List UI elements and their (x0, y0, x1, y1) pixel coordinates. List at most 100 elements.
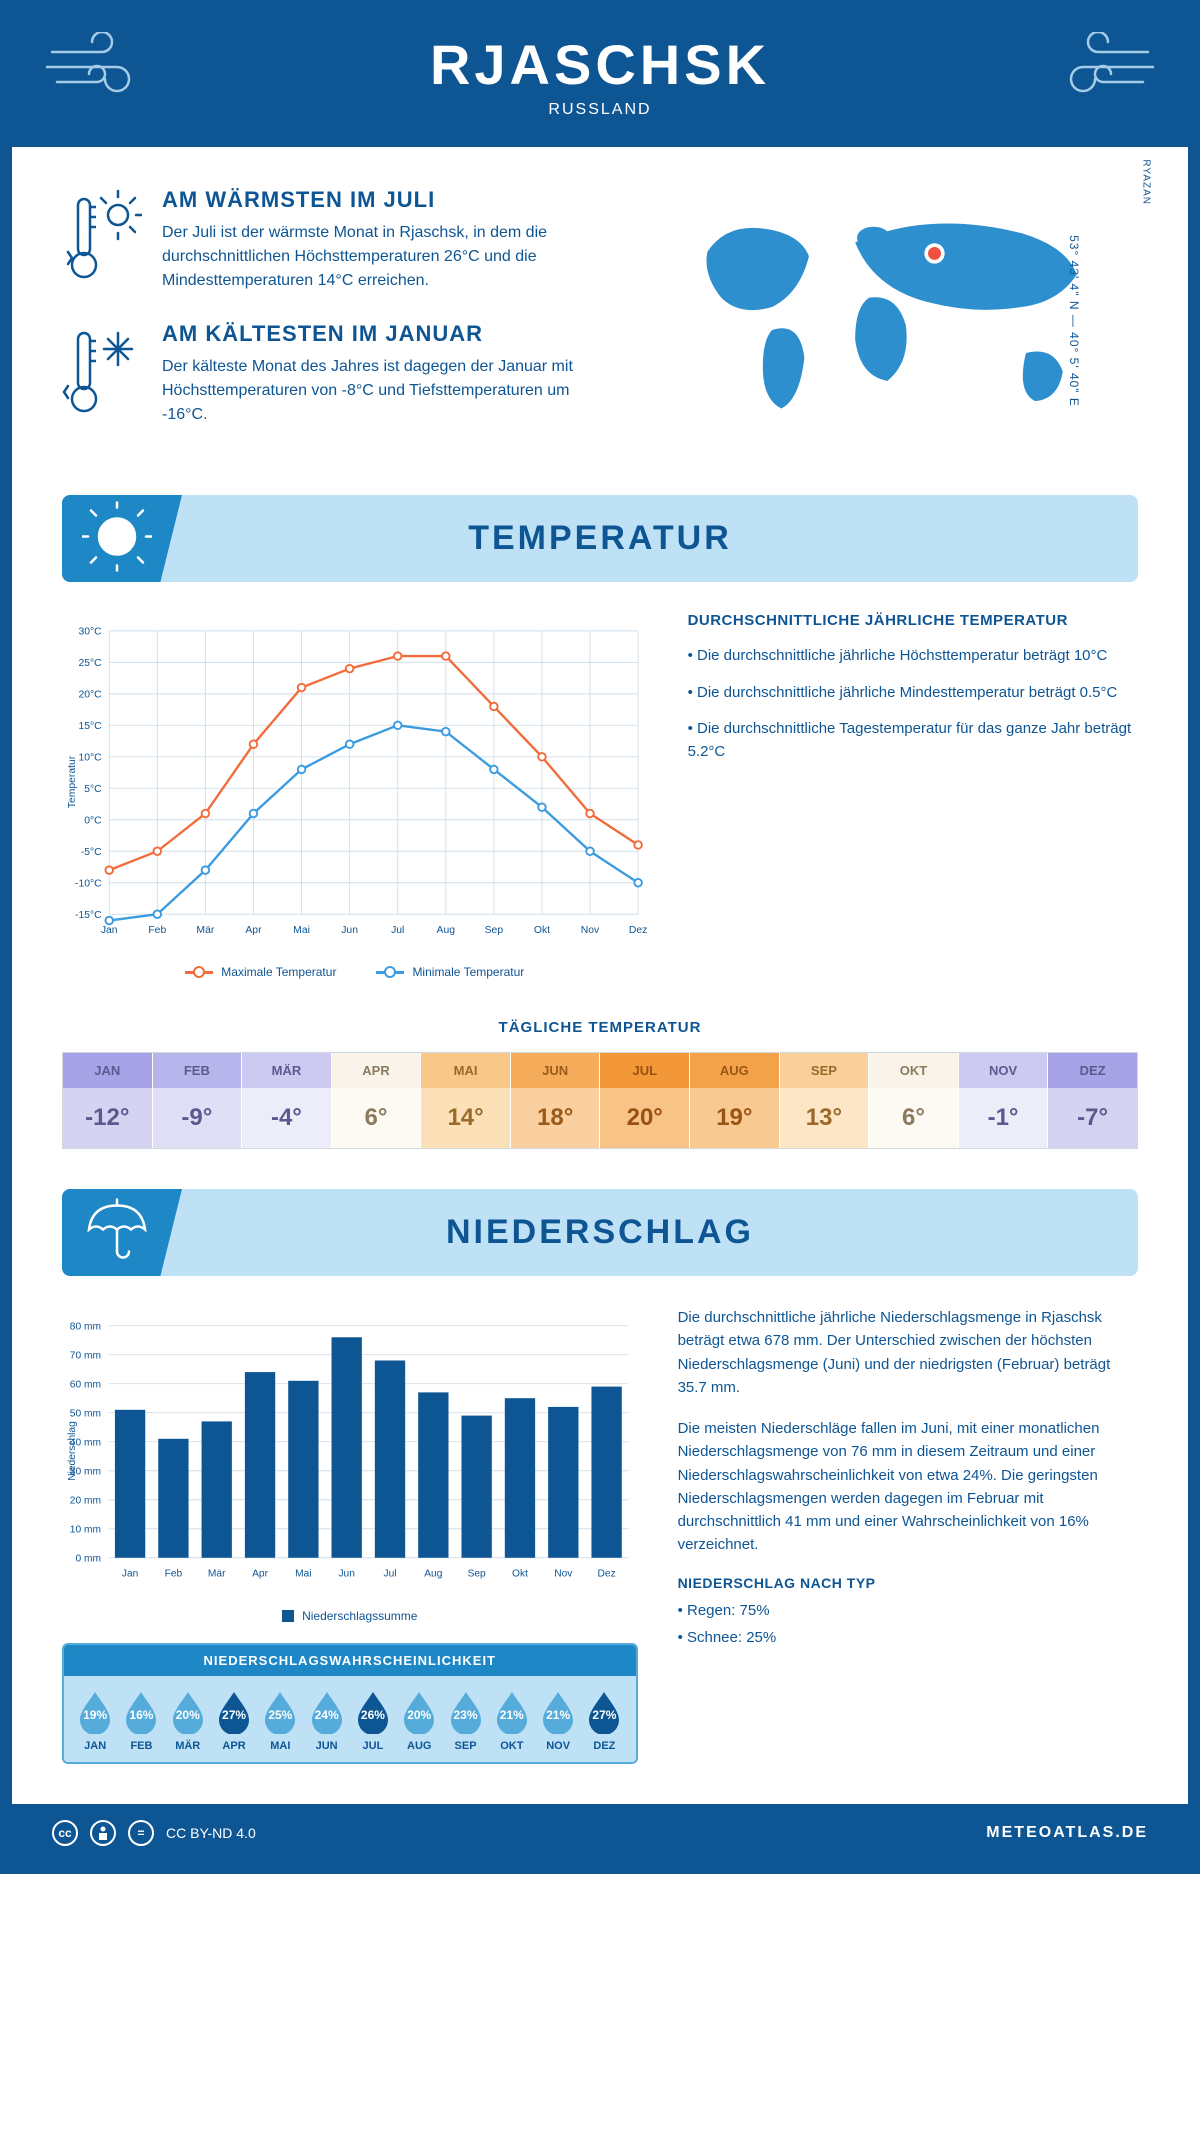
temperature-facts: DURCHSCHNITTLICHE JÄHRLICHE TEMPERATUR •… (688, 612, 1138, 979)
svg-text:Temperatur: Temperatur (67, 755, 78, 808)
daily-cell: FEB -9° (153, 1053, 243, 1148)
daily-cell: MÄR -4° (242, 1053, 332, 1148)
region-label: RYAZAN (1141, 159, 1152, 205)
prob-cell: 23% SEP (442, 1690, 488, 1752)
svg-text:Apr: Apr (245, 925, 262, 936)
prob-cell: 21% NOV (535, 1690, 581, 1752)
page-title: RJASCHSK (12, 32, 1188, 97)
wind-icon (1038, 32, 1158, 107)
fact-text: Der kälteste Monat des Jahres ist dagege… (162, 355, 606, 427)
svg-text:Jan: Jan (101, 925, 118, 936)
svg-text:0°C: 0°C (84, 816, 102, 827)
daily-cell: NOV -1° (959, 1053, 1049, 1148)
svg-text:30°C: 30°C (78, 627, 102, 638)
temperature-section-header: TEMPERATUR (62, 495, 1138, 582)
precipitation-bar-chart: 0 mm10 mm20 mm30 mm40 mm50 mm60 mm70 mm8… (62, 1306, 638, 1623)
svg-text:Mai: Mai (293, 925, 310, 936)
svg-text:Apr: Apr (252, 1568, 268, 1579)
svg-text:-5°C: -5°C (81, 847, 102, 858)
header: RJASCHSK RUSSLAND (12, 12, 1188, 147)
svg-text:-10°C: -10°C (75, 879, 102, 890)
section-title: NIEDERSCHLAG (62, 1213, 1138, 1252)
prob-cell: 27% APR (211, 1690, 257, 1752)
svg-text:0 mm: 0 mm (75, 1553, 101, 1564)
cc-icon: cc (52, 1820, 78, 1846)
svg-text:Nov: Nov (581, 925, 600, 936)
legend-precip: Niederschlagssumme (282, 1609, 417, 1623)
prob-cell: 27% DEZ (581, 1690, 627, 1752)
svg-text:Jun: Jun (341, 925, 358, 936)
umbrella-icon (82, 1195, 152, 1270)
svg-text:10°C: 10°C (78, 753, 102, 764)
section-title: TEMPERATUR (62, 519, 1138, 558)
probability-box: NIEDERSCHLAGSWAHRSCHEINLICHKEIT 19% JAN … (62, 1643, 638, 1764)
svg-text:Niederschlag: Niederschlag (67, 1421, 78, 1481)
brand: METEOATLAS.DE (986, 1824, 1148, 1842)
svg-text:Feb: Feb (165, 1568, 183, 1579)
svg-text:25°C: 25°C (78, 658, 102, 669)
legend-max: .legend-item:nth-child(1) .legend-swatch… (185, 965, 336, 979)
svg-text:70 mm: 70 mm (70, 1350, 101, 1361)
daily-temp-table: JAN -12° FEB -9° MÄR -4° APR 6° MAI 14° … (62, 1052, 1138, 1149)
svg-text:80 mm: 80 mm (70, 1321, 101, 1332)
legend-min: .legend-item:nth-child(2) .legend-swatch… (376, 965, 524, 979)
daily-cell: JUN 18° (511, 1053, 601, 1148)
prob-cell: 20% MÄR (165, 1690, 211, 1752)
svg-text:Dez: Dez (598, 1568, 616, 1579)
prob-cell: 19% JAN (72, 1690, 118, 1752)
daily-cell: AUG 19° (690, 1053, 780, 1148)
daily-cell: DEZ -7° (1048, 1053, 1137, 1148)
svg-text:Nov: Nov (554, 1568, 573, 1579)
daily-cell: APR 6° (332, 1053, 422, 1148)
svg-text:Feb: Feb (148, 925, 166, 936)
prob-cell: 24% JUN (303, 1690, 349, 1752)
fact-text: Der Juli ist der wärmste Monat in Rjasch… (162, 221, 606, 293)
svg-text:5°C: 5°C (84, 784, 102, 795)
svg-text:Sep: Sep (485, 925, 504, 936)
daily-cell: OKT 6° (869, 1053, 959, 1148)
prob-cell: 20% AUG (396, 1690, 442, 1752)
svg-text:Jun: Jun (338, 1568, 355, 1579)
svg-text:Aug: Aug (424, 1568, 442, 1579)
nd-icon: = (128, 1820, 154, 1846)
coldest-fact: AM KÄLTESTEN IM JANUAR Der kälteste Mona… (62, 321, 606, 427)
svg-text:Mai: Mai (295, 1568, 311, 1579)
daily-cell: SEP 13° (780, 1053, 870, 1148)
thermometer-snow-icon (62, 321, 142, 427)
svg-text:Okt: Okt (534, 925, 550, 936)
svg-text:-15°C: -15°C (75, 910, 102, 921)
prob-cell: 21% OKT (489, 1690, 535, 1752)
svg-text:Jul: Jul (383, 1568, 396, 1579)
svg-text:Mär: Mär (208, 1568, 226, 1579)
svg-text:Sep: Sep (468, 1568, 486, 1579)
fact-title: AM KÄLTESTEN IM JANUAR (162, 321, 606, 347)
daily-cell: MAI 14° (421, 1053, 511, 1148)
precipitation-text: Die durchschnittliche jährliche Niedersc… (678, 1306, 1138, 1764)
temperature-line-chart: -15°C -10°C -5°C 0°C 5°C 10°C 15°C 20°C 25°C 30°C… (62, 612, 648, 979)
svg-text:Jan: Jan (122, 1568, 139, 1579)
prob-cell: 26% JUL (350, 1690, 396, 1752)
fact-title: AM WÄRMSTEN IM JULI (162, 187, 606, 213)
svg-text:15°C: 15°C (78, 721, 102, 732)
daily-temp-title: TÄGLICHE TEMPERATUR (62, 1019, 1138, 1036)
sun-icon (82, 501, 152, 576)
thermometer-sun-icon (62, 187, 142, 293)
svg-text:20 mm: 20 mm (70, 1495, 101, 1506)
svg-text:20°C: 20°C (78, 690, 102, 701)
footer: cc = CC BY-ND 4.0 METEOATLAS.DE (12, 1804, 1188, 1862)
svg-text:Jul: Jul (391, 925, 404, 936)
precipitation-section-header: NIEDERSCHLAG (62, 1189, 1138, 1276)
svg-text:60 mm: 60 mm (70, 1379, 101, 1390)
svg-text:Mär: Mär (196, 925, 214, 936)
page-subtitle: RUSSLAND (12, 101, 1188, 119)
daily-cell: JAN -12° (63, 1053, 153, 1148)
svg-text:Dez: Dez (629, 925, 647, 936)
world-map: RYAZAN 53° 43' 4" N — 40° 5' 40" E (646, 187, 1138, 455)
by-icon (90, 1820, 116, 1846)
coordinates: 53° 43' 4" N — 40° 5' 40" E (1067, 235, 1081, 407)
svg-text:50 mm: 50 mm (70, 1408, 101, 1419)
svg-text:Okt: Okt (512, 1568, 528, 1579)
prob-cell: 16% FEB (118, 1690, 164, 1752)
prob-cell: 25% MAI (257, 1690, 303, 1752)
license-text: CC BY-ND 4.0 (166, 1825, 256, 1841)
